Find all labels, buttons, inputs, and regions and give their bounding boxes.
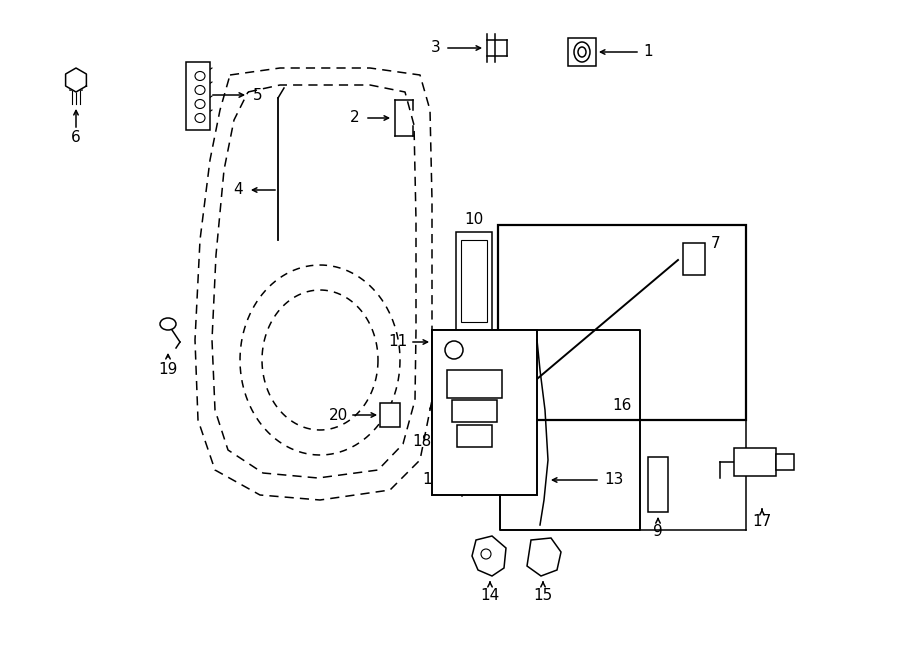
Polygon shape <box>527 538 561 576</box>
Text: 9: 9 <box>653 524 663 539</box>
Bar <box>457 425 492 447</box>
Text: 20: 20 <box>328 407 347 422</box>
Text: 19: 19 <box>158 362 177 377</box>
Ellipse shape <box>195 85 205 95</box>
Bar <box>461 240 487 322</box>
Text: 6: 6 <box>71 130 81 145</box>
Ellipse shape <box>195 71 205 81</box>
Ellipse shape <box>481 549 491 559</box>
Text: 8: 8 <box>479 473 489 488</box>
Bar <box>568 38 596 66</box>
Polygon shape <box>472 536 506 576</box>
Text: 3: 3 <box>431 40 441 56</box>
Polygon shape <box>66 68 86 92</box>
Ellipse shape <box>578 47 586 57</box>
Ellipse shape <box>160 318 176 330</box>
Bar <box>648 457 668 512</box>
Text: 4: 4 <box>233 182 243 198</box>
Ellipse shape <box>574 42 590 62</box>
Text: 14: 14 <box>481 588 500 603</box>
Text: 12: 12 <box>422 473 442 488</box>
Ellipse shape <box>445 341 463 359</box>
Text: 15: 15 <box>534 588 553 603</box>
Text: 1: 1 <box>644 44 652 59</box>
Bar <box>380 403 400 427</box>
Ellipse shape <box>195 114 205 122</box>
Text: 18: 18 <box>412 434 432 449</box>
Bar <box>432 330 537 495</box>
Bar <box>186 62 210 130</box>
Ellipse shape <box>195 100 205 108</box>
Bar <box>683 243 705 275</box>
Text: 16: 16 <box>612 397 632 412</box>
Text: 7: 7 <box>711 235 721 251</box>
Text: 13: 13 <box>604 473 624 488</box>
Bar <box>776 454 794 470</box>
Bar <box>456 232 492 330</box>
Bar <box>498 225 746 420</box>
Bar <box>734 448 776 476</box>
Text: 2: 2 <box>350 110 360 126</box>
Text: 11: 11 <box>389 334 408 350</box>
Text: 17: 17 <box>752 514 771 529</box>
Bar <box>447 370 502 398</box>
Text: 10: 10 <box>464 212 483 227</box>
Bar <box>452 400 497 422</box>
Text: 5: 5 <box>253 87 263 102</box>
